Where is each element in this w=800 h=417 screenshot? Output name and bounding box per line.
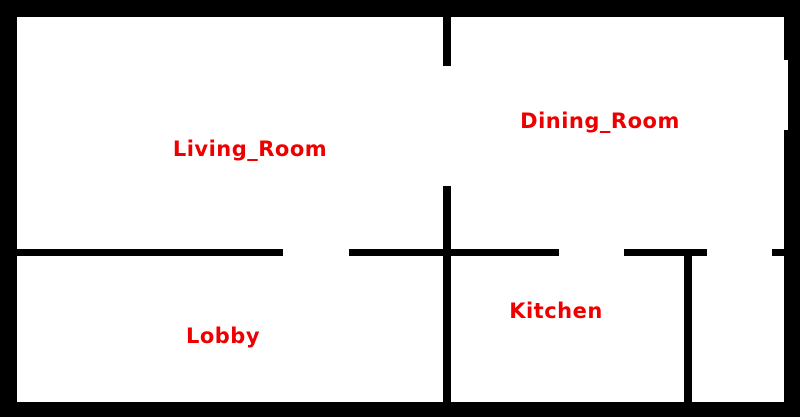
lobby-floor	[17, 256, 443, 402]
room-label-living-room: Living_Room	[173, 137, 327, 161]
door-dining-kitchen	[559, 248, 624, 257]
kitchen-floor	[451, 256, 684, 402]
living-room-floor	[17, 17, 443, 249]
wall-kitchen-closet	[684, 249, 692, 403]
room-label-kitchen: Kitchen	[509, 299, 603, 323]
room-label-lobby: Lobby	[186, 324, 260, 348]
door-dining-closet	[707, 248, 772, 257]
dining-room-floor	[451, 17, 784, 249]
closet-floor	[692, 256, 784, 402]
door-living-lobby	[283, 248, 349, 257]
door-dining-exterior	[783, 60, 788, 130]
room-label-dining-room: Dining_Room	[520, 109, 680, 133]
door-living-dining	[442, 66, 452, 186]
